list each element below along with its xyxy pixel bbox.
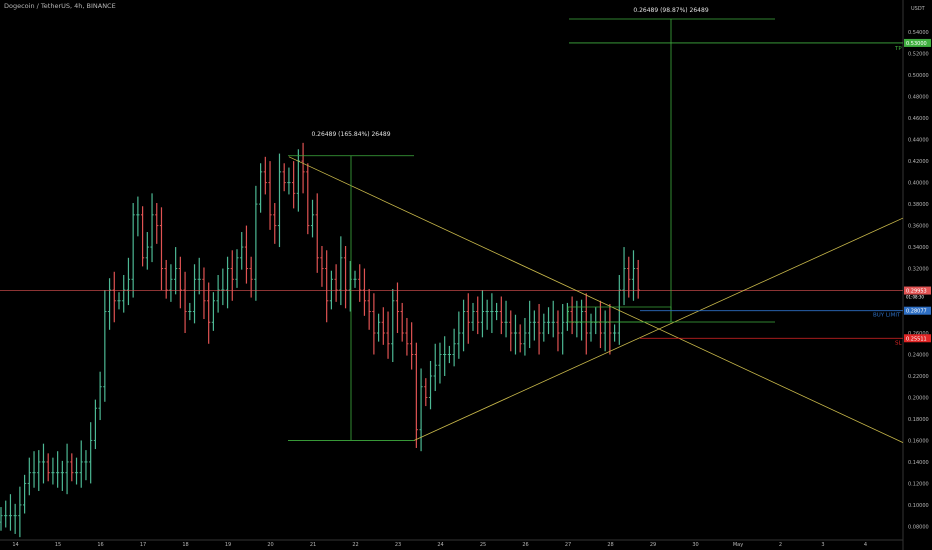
- x-tick-label: 2: [779, 542, 782, 548]
- y-tick-label: 0.14000: [908, 460, 929, 466]
- x-tick-label: 18: [182, 542, 188, 548]
- y-tick-label: 0.12000: [908, 481, 929, 487]
- x-tick-label: 23: [395, 542, 401, 548]
- x-tick-label: 21: [310, 542, 316, 548]
- y-tick-label: 0.32000: [908, 267, 929, 273]
- x-tick-label: 22: [352, 542, 358, 548]
- y-tick-label: 0.42000: [908, 159, 929, 165]
- buy-limit-label: BUY LIMIT: [873, 313, 901, 319]
- x-tick-label: 16: [97, 542, 103, 548]
- x-tick-label: 3: [821, 542, 824, 548]
- left-measure-label: 0.26489 (165.84%) 26489: [311, 131, 390, 138]
- y-tick-label: 0.46000: [908, 116, 929, 122]
- y-tick-label: 0.22000: [908, 374, 929, 380]
- buy-price-badge: 0.28077: [906, 309, 927, 315]
- y-tick-label: 0.50000: [908, 73, 929, 79]
- y-tick-label: 0.24000: [908, 353, 929, 359]
- y-tick-label: 0.54000: [908, 30, 929, 36]
- y-tick-label: 0.16000: [908, 438, 929, 444]
- x-tick-label: 24: [437, 542, 443, 548]
- x-tick-label: 15: [55, 542, 61, 548]
- y-tick-label: 0.34000: [908, 245, 929, 251]
- top-measure-label: 0.26489 (98.87%) 26489: [633, 7, 708, 14]
- descending-trendline: [289, 157, 903, 443]
- x-tick-label: 20: [267, 542, 273, 548]
- x-tick-label: 25: [480, 542, 486, 548]
- x-tick-label: 17: [140, 542, 146, 548]
- y-tick-label: 0.44000: [908, 138, 929, 144]
- countdown-label: 01:08:30: [906, 295, 924, 300]
- x-tick-label: 29: [650, 542, 656, 548]
- y-tick-label: 0.48000: [908, 95, 929, 101]
- y-tick-label: 0.52000: [908, 52, 929, 58]
- x-tick-label: 28: [607, 542, 613, 548]
- y-tick-label: 0.08000: [908, 524, 929, 530]
- currency-label: USDT: [911, 6, 926, 12]
- y-tick-label: 0.10000: [908, 503, 929, 509]
- x-tick-label: 30: [692, 542, 698, 548]
- x-tick-label: 4: [864, 542, 867, 548]
- y-tick-label: 0.18000: [908, 417, 929, 423]
- sl-price-badge: 0.25511: [906, 336, 927, 342]
- y-tick-label: 0.36000: [908, 224, 929, 230]
- x-tick-label: 14: [12, 542, 18, 548]
- x-tick-label: May: [733, 542, 743, 548]
- sl-label: SL: [895, 340, 902, 346]
- y-tick-label: 0.40000: [908, 181, 929, 187]
- x-tick-label: 19: [225, 542, 231, 548]
- x-tick-label: 27: [565, 542, 571, 548]
- y-tick-label: 0.38000: [908, 202, 929, 208]
- tp-label: TP: [894, 46, 902, 52]
- x-tick-label: 26: [522, 542, 528, 548]
- tp-price-badge: 0.53000: [906, 41, 927, 47]
- y-tick-label: 0.20000: [908, 395, 929, 401]
